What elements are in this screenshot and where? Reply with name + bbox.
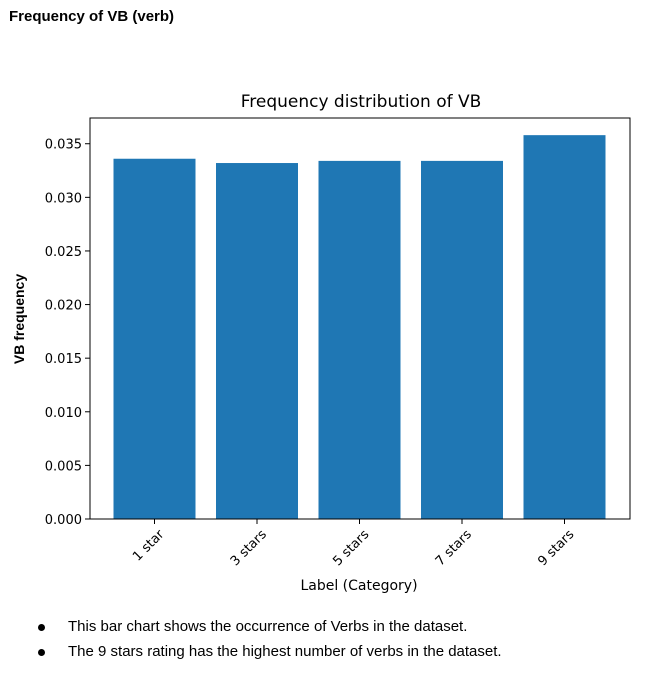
note-text: The 9 stars rating has the highest numbe… xyxy=(68,643,502,660)
x-tick-label: 3 stars xyxy=(228,527,270,569)
x-tick-label: 7 stars xyxy=(433,527,475,569)
bar xyxy=(216,163,298,519)
bullet-icon xyxy=(38,649,45,656)
y-tick-label: 0.015 xyxy=(45,352,82,367)
section-heading: Frequency of VB (verb) xyxy=(9,8,175,25)
y-tick-label: 0.020 xyxy=(45,299,82,314)
bar xyxy=(523,135,606,519)
y-tick-label: 0.005 xyxy=(45,459,82,474)
list-item: This bar chart shows the occurrence of V… xyxy=(38,616,502,641)
notes-list: This bar chart shows the occurrence of V… xyxy=(38,616,502,666)
y-axis-label: VB frequency xyxy=(11,274,27,364)
chart-title: Frequency distribution of VB xyxy=(241,92,482,112)
x-tick-label: 9 stars xyxy=(535,527,577,569)
bar xyxy=(318,160,401,519)
bullet-icon xyxy=(38,624,45,631)
y-tick-label: 0.010 xyxy=(45,406,82,421)
y-tick-label: 0.025 xyxy=(45,245,82,260)
bar-chart: Frequency distribution of VB 0.000 0.005 0… xyxy=(11,92,631,594)
x-axis-label: Label (Category) xyxy=(300,578,417,594)
bar xyxy=(421,160,503,519)
note-text: This bar chart shows the occurrence of V… xyxy=(68,618,468,635)
list-item: The 9 stars rating has the highest numbe… xyxy=(38,641,502,666)
y-tick-label: 0.035 xyxy=(45,138,82,153)
y-tick-label: 0.030 xyxy=(45,191,82,206)
bar xyxy=(113,158,196,519)
x-tick-label: 5 stars xyxy=(330,527,372,569)
y-tick-label: 0.000 xyxy=(45,513,82,528)
x-tick-label: 1 star xyxy=(130,527,168,565)
